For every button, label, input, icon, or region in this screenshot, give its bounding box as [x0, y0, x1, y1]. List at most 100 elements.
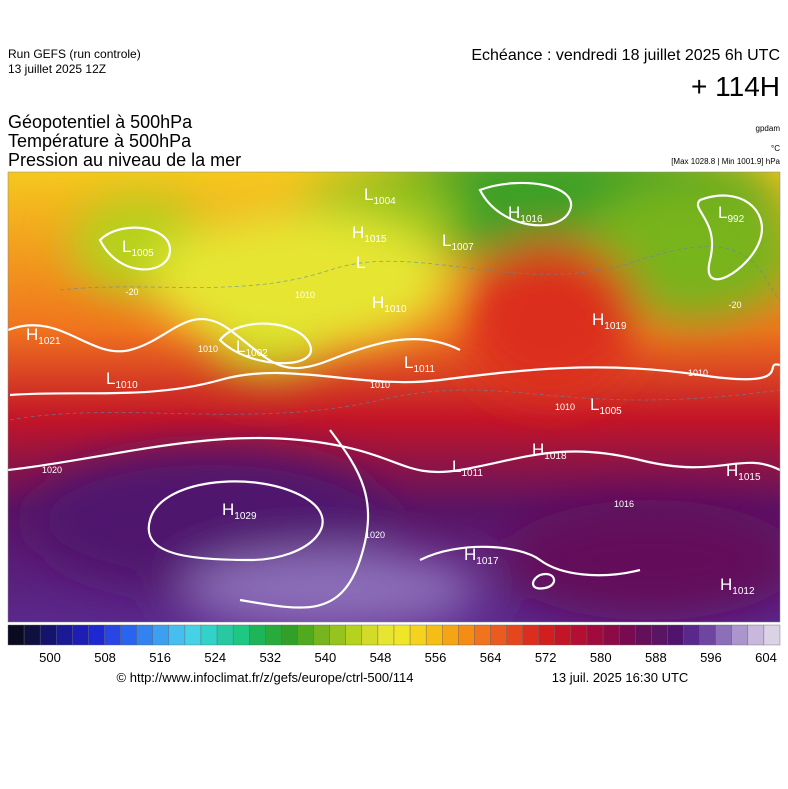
pressure-value: 1005 [131, 248, 154, 259]
colorbar-swatch [458, 624, 475, 646]
contour-label: 1010 [198, 344, 218, 354]
colorbar-swatch [618, 624, 636, 646]
pressure-center: H1010 [372, 293, 407, 315]
contour-label: 1020 [42, 465, 62, 475]
colorbar-swatch [216, 624, 234, 646]
contour-label: 1020 [365, 530, 385, 540]
pressure-kind: L [442, 231, 451, 250]
colorbar-swatch [345, 624, 363, 646]
pressure-value: 1017 [476, 556, 499, 567]
pressure-value: 1016 [520, 214, 543, 225]
colorbar-swatch [667, 624, 684, 646]
pressure-value: 1021 [38, 336, 61, 347]
pressure-center: H1019 [592, 310, 627, 332]
title: Température à 500hPa [8, 131, 192, 151]
pressure-center: L [356, 253, 365, 272]
colorbar-tick-label: 580 [590, 650, 612, 665]
pressure-kind: L [236, 337, 245, 356]
colorbar-swatch [554, 624, 572, 646]
pressure-value: 1019 [604, 321, 627, 332]
pressure-kind: H [352, 223, 364, 242]
pressure-center: H1021 [26, 325, 61, 347]
colorbar-swatch [442, 624, 459, 646]
map-frame [7, 171, 781, 623]
pressure-kind: H [720, 575, 732, 594]
pressure-value: 1010 [384, 304, 407, 315]
colorbar-tick-label: 548 [370, 650, 392, 665]
colorbar-swatch [361, 624, 379, 646]
colorbar-swatch [763, 624, 781, 646]
pressure-kind: L [452, 457, 461, 476]
pressure-value: 1012 [732, 586, 755, 597]
map [8, 172, 780, 622]
colorbar-swatch [265, 624, 282, 646]
colorbar-swatch [88, 624, 105, 646]
colorbar-swatch [490, 624, 507, 646]
colorbar-swatch [281, 624, 298, 646]
colorbar-tick-label: 564 [480, 650, 502, 665]
pressure-value: 1004 [373, 196, 396, 207]
colorbar-swatch [329, 624, 346, 646]
colorbar-swatch [522, 624, 539, 646]
colorbar-swatch [72, 624, 89, 646]
pressure-kind: L [718, 203, 727, 222]
colorbar-swatch [699, 624, 716, 646]
colorbar-swatch [683, 624, 700, 646]
pressure-center: H1016 [508, 203, 543, 225]
pressure-center: L1011 [452, 457, 483, 479]
colorbar-swatch [104, 624, 121, 646]
pressure-center: L1007 [442, 231, 474, 253]
pressure-value: 1005 [599, 406, 622, 417]
colorbar-swatch [39, 624, 57, 646]
colorbar-swatch [7, 624, 25, 646]
colorbar-swatch [506, 624, 523, 646]
pressure-center: L1002 [236, 337, 268, 359]
colorbar-swatch [715, 624, 732, 646]
pressure-kind: H [726, 461, 738, 480]
pressure-center: L992 [718, 203, 745, 225]
source-url: © http://www.infoclimat.fr/z/gefs/europe… [117, 670, 414, 685]
pressure-center: H1015 [352, 223, 387, 245]
colorbar-tick-label: 596 [700, 650, 722, 665]
pressure-kind: L [106, 369, 115, 388]
colorbar-swatch [425, 624, 443, 646]
colorbar-tick-label: 556 [425, 650, 447, 665]
pressure-kind: H [592, 310, 604, 329]
colorbar-swatch [747, 624, 765, 646]
colorbar-tick-label: 572 [535, 650, 557, 665]
pressure-kind: L [590, 395, 599, 414]
pressure-center: L1010 [106, 369, 138, 391]
contour-label: -20 [728, 300, 741, 310]
title: Pression au niveau de la mer [8, 150, 241, 170]
colorbar-swatch [651, 624, 668, 646]
pressure-kind: H [508, 203, 520, 222]
pressure-value: 1011 [413, 364, 435, 375]
contour-label: 1010 [555, 402, 575, 412]
pressure-kind: L [356, 253, 365, 272]
colorbar-swatch [731, 624, 749, 646]
colorbar-swatch [635, 624, 652, 646]
colorbar-swatch [297, 624, 314, 646]
colorbar-tick-label: 532 [259, 650, 281, 665]
pressure-center: L1011 [404, 353, 435, 375]
unit: °C [771, 144, 780, 153]
colorbar-swatch [602, 624, 620, 646]
colorbar-swatch [23, 624, 41, 646]
pressure-kind: H [26, 325, 38, 344]
contour-label: 1010 [295, 290, 315, 300]
colorbar-tick-label: 588 [645, 650, 667, 665]
colorbar-swatch [586, 624, 604, 646]
pressure-value: 1018 [544, 451, 567, 462]
colorbar-swatch [168, 624, 186, 646]
pressure-kind: H [372, 293, 384, 312]
pressure-value: 1015 [738, 472, 761, 483]
pressure-value: 1011 [461, 468, 483, 479]
pressure-value: 1002 [245, 348, 268, 359]
colorbar-tick-label: 500 [39, 650, 61, 665]
colorbar-swatch [377, 624, 395, 646]
pressure-center: H1017 [464, 545, 499, 567]
colorbar-swatch [232, 624, 250, 646]
colorbar-tick-label: 516 [149, 650, 171, 665]
pressure-value: 992 [727, 214, 744, 225]
